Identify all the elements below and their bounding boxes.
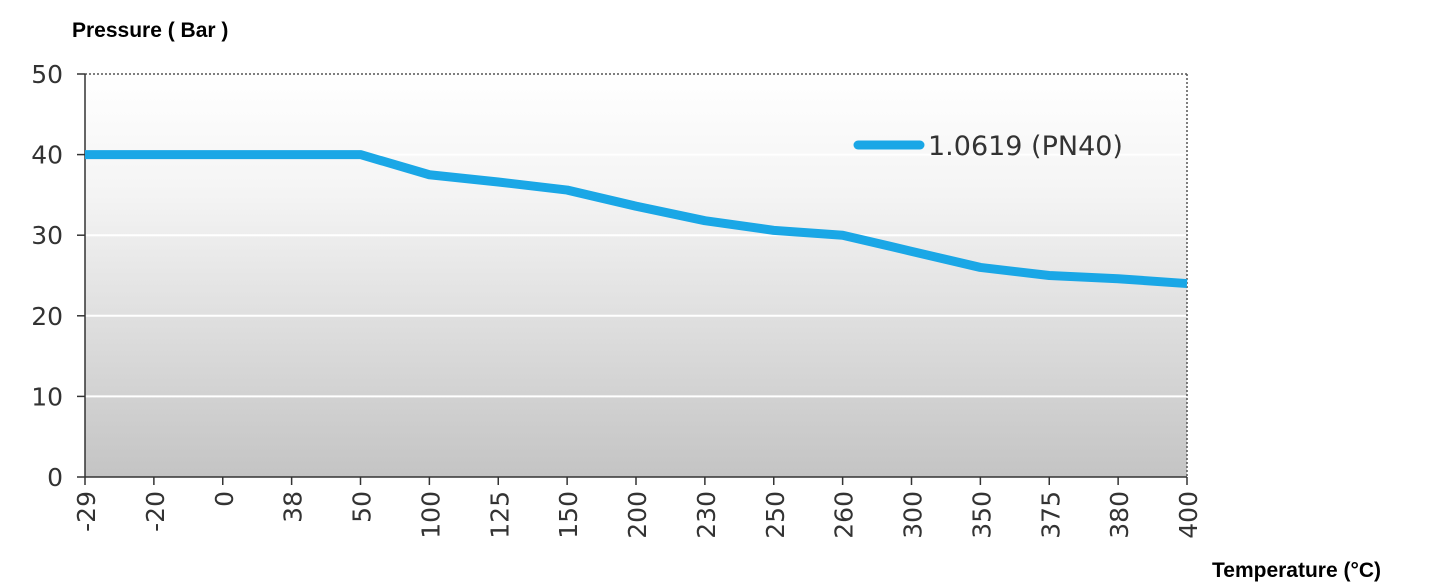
x-tick-label-380: 380 — [1105, 491, 1134, 539]
x-tick-label-38: 38 — [279, 491, 308, 523]
y-tick-label-30: 30 — [31, 221, 63, 250]
legend: 1.0619 (PN40) — [853, 131, 1123, 162]
x-axis-title: Temperature (°C) — [1212, 559, 1381, 582]
x-tick-label--29: -29 — [72, 491, 101, 532]
x-tick-label--20: -20 — [141, 491, 170, 532]
x-tick-label-375: 375 — [1036, 491, 1065, 539]
x-tick-label-400: 400 — [1174, 491, 1203, 539]
x-tick-label-50: 50 — [348, 491, 377, 523]
y-tick-label-50: 50 — [31, 60, 63, 89]
x-axis-ticks: -29 -20 0 38 50 100 125 150 200 230 250 260 300 350 37… — [72, 477, 1203, 539]
x-tick-label-200: 200 — [623, 491, 652, 539]
y-tick-label-40: 40 — [31, 141, 63, 170]
x-tick-label-250: 250 — [761, 491, 790, 539]
x-tick-label-125: 125 — [485, 491, 514, 539]
x-tick-label-260: 260 — [830, 491, 859, 539]
y-axis-ticks: 0 10 20 30 40 50 — [31, 60, 85, 492]
y-tick-label-0: 0 — [47, 463, 63, 492]
x-tick-label-100: 100 — [416, 491, 445, 539]
x-tick-label-150: 150 — [554, 491, 583, 539]
series-lines — [84, 150, 1188, 289]
y-tick-label-10: 10 — [31, 382, 63, 411]
x-tick-label-0: 0 — [210, 491, 239, 507]
x-tick-label-230: 230 — [692, 491, 721, 539]
x-tick-label-350: 350 — [967, 491, 996, 539]
plot-area — [85, 74, 1187, 477]
x-tick-label-300: 300 — [899, 491, 928, 539]
y-axis-title: Pressure ( Bar ) — [72, 19, 228, 42]
legend-label-1: 1.0619 (PN40) — [928, 131, 1123, 162]
y-tick-label-20: 20 — [31, 302, 63, 331]
